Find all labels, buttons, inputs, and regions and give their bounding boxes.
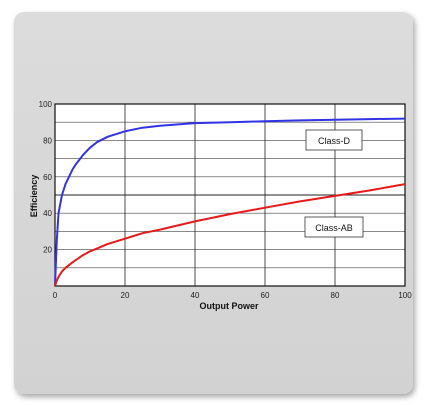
y-tick-label: 80 <box>43 136 52 145</box>
y-tick-label: 60 <box>43 173 52 182</box>
series-line-class-d <box>54 117 406 287</box>
y-tick-labels: 20 40 60 80 100 <box>39 100 53 255</box>
series-label-class-d: Class-D <box>305 129 363 151</box>
x-tick-label: 40 <box>191 291 200 300</box>
y-tick-label: 100 <box>39 100 53 109</box>
y-tick-label: 20 <box>43 246 52 255</box>
x-tick-label: 100 <box>398 291 412 300</box>
series-label-class-d-text: Class-D <box>318 136 351 146</box>
grid <box>54 103 406 287</box>
x-tick-label: 80 <box>331 291 340 300</box>
y-tick-label: 40 <box>43 209 52 218</box>
y-axis-title: Efficiency <box>29 175 39 218</box>
plot-border <box>54 103 406 287</box>
x-tick-label: 60 <box>261 291 270 300</box>
x-axis-title: Output Power <box>200 301 259 311</box>
x-tick-label: 20 <box>121 291 130 300</box>
x-tick-label: 0 <box>53 291 58 300</box>
series-label-class-ab: Class-AB <box>304 216 364 238</box>
x-tick-labels: 0 20 40 60 80 100 <box>53 291 412 300</box>
series-label-class-ab-text: Class-AB <box>315 223 353 233</box>
series-lines <box>54 117 406 287</box>
series-line-class-ab <box>54 183 406 287</box>
